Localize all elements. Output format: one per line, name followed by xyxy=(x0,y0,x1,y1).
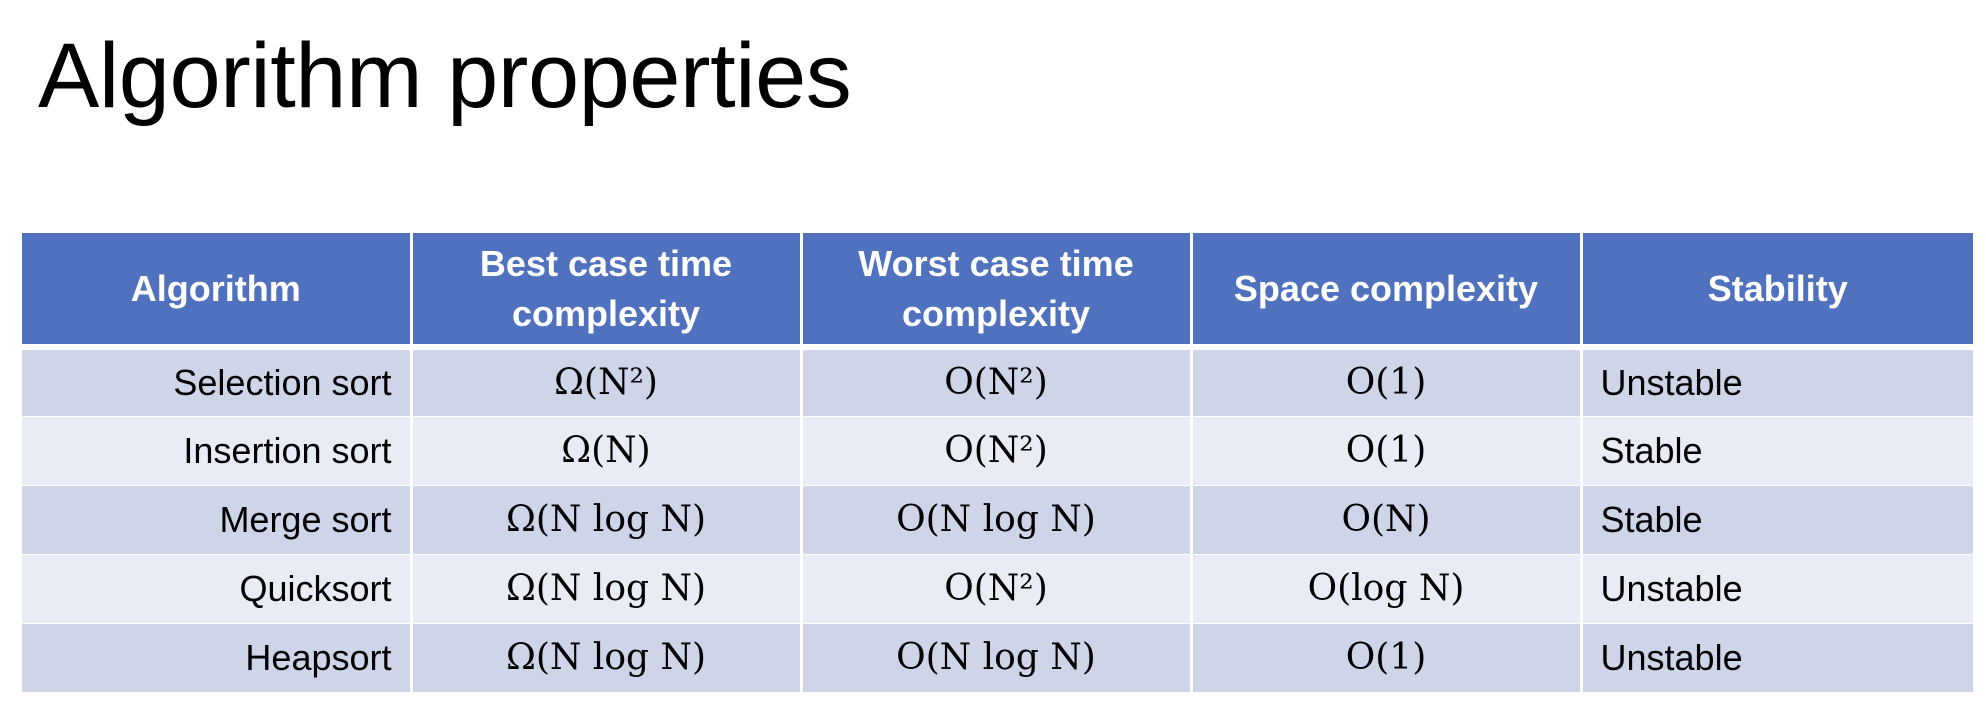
cell-stability: Stable xyxy=(1579,484,1973,555)
header-best-case: Best case time complexity xyxy=(409,233,803,350)
table-header: Algorithm Best case time complexity Wors… xyxy=(22,233,1973,350)
cell-best-case: Ω(N log N) xyxy=(409,484,803,555)
cell-best-case: Ω(N log N) xyxy=(409,553,803,624)
cell-worst-case: O(N²) xyxy=(799,553,1193,624)
cell-algorithm: Quicksort xyxy=(22,553,413,624)
cell-space: O(1) xyxy=(1189,622,1583,693)
algorithm-properties-table: Algorithm Best case time complexity Wors… xyxy=(22,233,1973,693)
header-stability: Stability xyxy=(1579,233,1973,350)
table-row: Quicksort Ω(N log N) O(N²) O(log N) Unst… xyxy=(22,553,1973,624)
header-row: Algorithm Best case time complexity Wors… xyxy=(22,233,1973,350)
cell-worst-case: O(N²) xyxy=(799,346,1193,417)
cell-algorithm: Selection sort xyxy=(22,346,413,417)
cell-algorithm: Insertion sort xyxy=(22,415,413,486)
cell-stability: Unstable xyxy=(1579,622,1973,693)
header-algorithm: Algorithm xyxy=(22,233,413,350)
cell-best-case: Ω(N log N) xyxy=(409,622,803,693)
header-space-complexity: Space complexity xyxy=(1189,233,1583,350)
cell-algorithm: Merge sort xyxy=(22,484,413,555)
cell-space: O(log N) xyxy=(1189,553,1583,624)
cell-space: O(N) xyxy=(1189,484,1583,555)
cell-stability: Unstable xyxy=(1579,553,1973,624)
cell-worst-case: O(N²) xyxy=(799,415,1193,486)
table-row: Selection sort Ω(N²) O(N²) O(1) Unstable xyxy=(22,346,1973,417)
cell-best-case: Ω(N²) xyxy=(409,346,803,417)
cell-space: O(1) xyxy=(1189,415,1583,486)
cell-worst-case: O(N log N) xyxy=(799,484,1193,555)
cell-stability: Stable xyxy=(1579,415,1973,486)
cell-stability: Unstable xyxy=(1579,346,1973,417)
cell-algorithm: Heapsort xyxy=(22,622,413,693)
table-body: Selection sort Ω(N²) O(N²) O(1) Unstable… xyxy=(22,346,1973,693)
cell-space: O(1) xyxy=(1189,346,1583,417)
table-row: Insertion sort Ω(N) O(N²) O(1) Stable xyxy=(22,415,1973,486)
table-row: Heapsort Ω(N log N) O(N log N) O(1) Unst… xyxy=(22,622,1973,693)
cell-best-case: Ω(N) xyxy=(409,415,803,486)
header-worst-case: Worst case time complexity xyxy=(799,233,1193,350)
table-row: Merge sort Ω(N log N) O(N log N) O(N) St… xyxy=(22,484,1973,555)
slide-title: Algorithm properties xyxy=(38,25,852,127)
cell-worst-case: O(N log N) xyxy=(799,622,1193,693)
